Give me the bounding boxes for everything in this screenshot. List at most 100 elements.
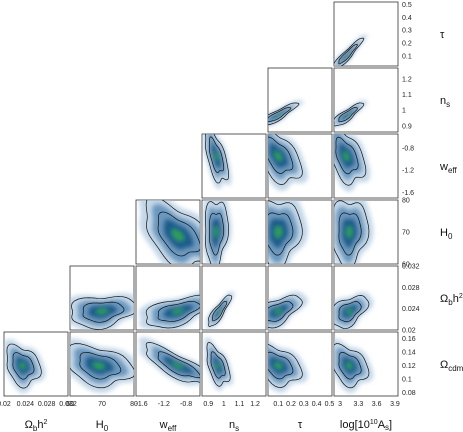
y-tick-ns: 1.2 bbox=[402, 76, 412, 83]
param-label-ns: ns bbox=[440, 95, 450, 109]
panel-ombh2-vs-weff bbox=[135, 265, 201, 331]
y-tick-H0: 80 bbox=[402, 198, 410, 205]
y-tick-ns: 0.9 bbox=[402, 123, 412, 130]
y-tick-weff: -0.8 bbox=[402, 145, 414, 152]
contour-95 bbox=[145, 342, 200, 383]
param-label-ombh2: Ωbh2 bbox=[440, 293, 463, 307]
contour-95 bbox=[334, 102, 365, 127]
contour-68 bbox=[268, 351, 294, 380]
panel-weff-vs-logAs bbox=[333, 133, 399, 199]
y-tick-ns: 1 bbox=[402, 108, 406, 115]
panel-ombh2-vs-ns bbox=[201, 265, 267, 331]
param-label-ns: ns bbox=[229, 419, 239, 432]
density-peak bbox=[214, 226, 219, 239]
contour-95 bbox=[268, 134, 303, 186]
contour-68 bbox=[338, 44, 358, 65]
contour-95 bbox=[268, 344, 303, 388]
y-tick-tau: 0.4 bbox=[402, 15, 412, 22]
panel-H0-vs-logAs bbox=[333, 199, 399, 265]
y-tick-omch2: 0.12 bbox=[402, 363, 416, 370]
contour-68 bbox=[12, 352, 35, 380]
panel-omch2-vs-logAs bbox=[333, 331, 399, 397]
contour-95 bbox=[206, 342, 231, 387]
y-tick-tau: 0.3 bbox=[402, 28, 412, 35]
contour-68 bbox=[335, 136, 359, 175]
x-tick-ombh2: 0.02 bbox=[0, 401, 11, 408]
density-peak bbox=[217, 308, 222, 315]
contour-68 bbox=[157, 211, 200, 257]
x-tick-H0: 80 bbox=[130, 401, 138, 408]
y-tick-ombh2: 0.032 bbox=[402, 264, 420, 271]
x-tick-tau: 0.2 bbox=[286, 401, 296, 408]
density-peak bbox=[171, 228, 185, 242]
contour-68 bbox=[212, 300, 228, 322]
x-tick-tau: 0.5 bbox=[325, 401, 335, 408]
param-label-logAs: log[1010As] bbox=[340, 419, 392, 432]
contour-68 bbox=[268, 136, 294, 174]
contour-95 bbox=[205, 134, 230, 184]
density-peak bbox=[274, 361, 283, 370]
contour-68 bbox=[82, 301, 125, 323]
contour-95 bbox=[334, 200, 370, 264]
contour-68 bbox=[268, 300, 294, 322]
contour-95 bbox=[71, 296, 134, 330]
panel-ombh2-vs-H0 bbox=[69, 265, 135, 331]
x-tick-ns: 0.9 bbox=[203, 401, 213, 408]
contour-68 bbox=[338, 212, 362, 256]
contour-68 bbox=[338, 107, 358, 123]
panel-omch2-vs-ns bbox=[201, 331, 267, 397]
contour-95 bbox=[334, 37, 365, 66]
panel-ns-vs-logAs bbox=[333, 67, 399, 133]
panel-ombh2-vs-logAs bbox=[333, 265, 399, 331]
x-tick-weff: -1.2 bbox=[158, 401, 170, 408]
contour-68 bbox=[157, 300, 200, 322]
contour-95 bbox=[205, 201, 230, 264]
x-tick-ns: 1.2 bbox=[250, 401, 260, 408]
y-tick-tau: 0.5 bbox=[402, 2, 412, 9]
density-peak bbox=[215, 361, 220, 370]
y-tick-tau: 0.1 bbox=[402, 53, 412, 60]
density-peak bbox=[343, 151, 350, 162]
x-tick-ombh2: 0.028 bbox=[38, 401, 56, 408]
contour-95 bbox=[334, 134, 367, 186]
contour-95 bbox=[268, 102, 300, 126]
panel-omch2-vs-weff bbox=[135, 331, 201, 397]
density-peak bbox=[344, 112, 351, 117]
x-tick-H0: 70 bbox=[98, 401, 106, 408]
panel-H0-vs-ns bbox=[201, 199, 267, 265]
param-label-H0: H0 bbox=[96, 419, 109, 432]
density-peak bbox=[171, 308, 185, 315]
panel-weff-vs-ns bbox=[201, 133, 267, 199]
density-peak bbox=[346, 308, 353, 315]
density-peak bbox=[344, 51, 351, 58]
y-tick-weff: -1.2 bbox=[402, 168, 414, 175]
contour-95 bbox=[334, 343, 370, 389]
contour-68 bbox=[268, 212, 294, 256]
x-tick-tau: 0.3 bbox=[299, 401, 309, 408]
param-label-weff: weff bbox=[159, 419, 177, 432]
panel-omch2-vs-tau bbox=[267, 331, 333, 397]
param-label-omch2: Ωcdmh2 bbox=[440, 359, 463, 373]
density-peak bbox=[92, 361, 106, 370]
density-peak bbox=[96, 308, 109, 315]
contour-68 bbox=[268, 107, 292, 123]
contour-95 bbox=[145, 294, 200, 329]
x-tick-H0: 60 bbox=[66, 401, 74, 408]
contour-95 bbox=[334, 294, 370, 329]
contour-95 bbox=[145, 200, 200, 264]
contour-68 bbox=[338, 352, 362, 380]
y-tick-ombh2: 0.024 bbox=[402, 306, 420, 313]
panel-ns-vs-tau bbox=[267, 67, 333, 133]
contour-95 bbox=[208, 294, 233, 327]
param-label-tau: τ bbox=[298, 419, 303, 431]
density-peak bbox=[346, 226, 353, 239]
y-tick-omch2: 0.08 bbox=[402, 390, 416, 397]
contour-95 bbox=[70, 343, 134, 389]
panel-weff-vs-tau bbox=[267, 133, 333, 199]
contour-95 bbox=[268, 200, 303, 264]
param-label-H0: H0 bbox=[440, 227, 453, 241]
y-tick-ombh2: 0.028 bbox=[402, 285, 420, 292]
x-tick-tau: 0.1 bbox=[273, 401, 283, 408]
y-tick-omch2: 0.1 bbox=[402, 377, 412, 384]
